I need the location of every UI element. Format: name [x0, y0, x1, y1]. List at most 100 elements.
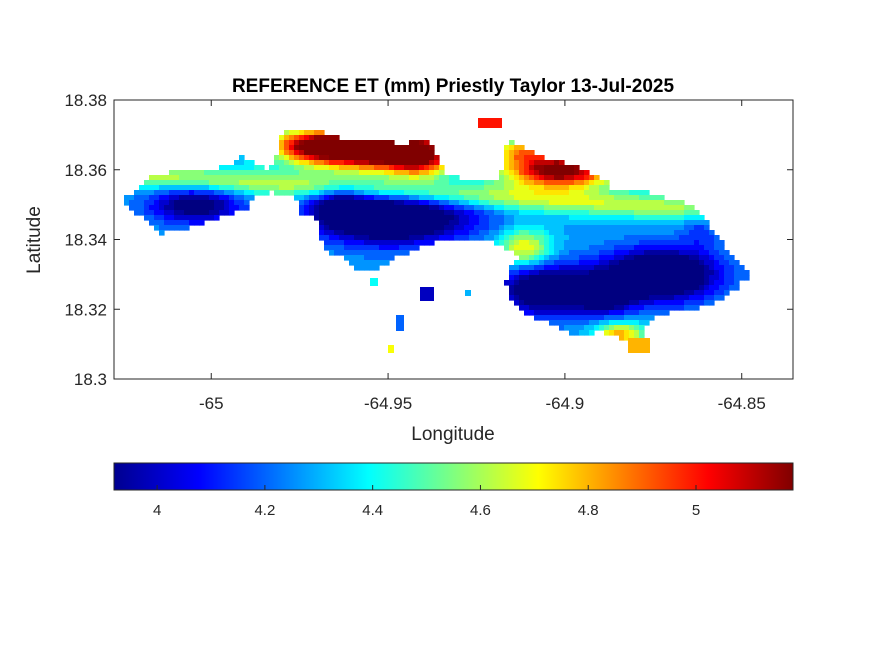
heatmap-cell: [429, 225, 435, 231]
heatmap-cell: [624, 260, 630, 266]
heatmap-cell: [639, 210, 645, 216]
heatmap-cell: [264, 175, 270, 181]
heatmap-cell: [724, 260, 730, 266]
heatmap-cell: [434, 215, 440, 221]
heatmap-cell: [674, 295, 680, 301]
heatmap-cell: [544, 265, 550, 271]
heatmap-cell: [539, 250, 545, 256]
heatmap-cell: [719, 240, 725, 246]
heatmap-cell: [364, 180, 370, 186]
heatmap-cell: [524, 220, 530, 226]
heatmap-cell: [429, 205, 435, 211]
heatmap-cell: [604, 220, 610, 226]
heatmap-cell: [519, 220, 525, 226]
heatmap-cell: [494, 205, 500, 211]
heatmap-cell: [279, 145, 285, 151]
heatmap-cell: [274, 165, 280, 171]
heatmap-cell: [539, 260, 545, 266]
heatmap-cell: [629, 275, 635, 281]
heatmap-cell: [589, 270, 595, 276]
heatmap-cell: [349, 255, 355, 261]
heatmap-cell: [169, 220, 175, 226]
heatmap-cell: [614, 225, 620, 231]
chart-title: REFERENCE ET (mm) Priestly Taylor 13-Jul…: [232, 76, 674, 97]
heatmap-cell: [504, 200, 510, 206]
heatmap-cell: [609, 235, 615, 241]
heatmap-cell: [329, 230, 335, 236]
heatmap-cell: [514, 230, 520, 236]
heatmap-cell: [399, 245, 405, 251]
heatmap-cell: [134, 210, 140, 216]
heatmap-cell: [399, 200, 405, 206]
heatmap-cell: [644, 260, 650, 266]
heatmap-cell: [259, 170, 265, 176]
heatmap-cell: [629, 260, 635, 266]
heatmap-cell: [599, 180, 605, 186]
heatmap-cell: [444, 230, 450, 236]
heatmap-cell: [334, 215, 340, 221]
heatmap-cell: [564, 285, 570, 291]
heatmap-cell: [689, 280, 695, 286]
heatmap-cell: [684, 230, 690, 236]
heatmap-cell: [334, 225, 340, 231]
heatmap-cell: [459, 220, 465, 226]
heatmap-cell: [389, 150, 395, 156]
heatmap-cell: [484, 195, 490, 201]
heatmap-cell: [379, 260, 385, 266]
heatmap-cell: [589, 320, 595, 326]
heatmap-cell: [684, 300, 690, 306]
heatmap-cell: [554, 220, 560, 226]
heatmap-cell: [314, 180, 320, 186]
heatmap-cell: [314, 165, 320, 171]
heatmap-cell: [569, 330, 575, 336]
heatmap-patch: [396, 315, 404, 331]
heatmap-cell: [639, 290, 645, 296]
heatmap-cell: [609, 315, 615, 321]
heatmap-cell: [464, 230, 470, 236]
heatmap-cell: [614, 295, 620, 301]
heatmap-cell: [319, 220, 325, 226]
heatmap-cell: [564, 250, 570, 256]
heatmap-cell: [559, 325, 565, 331]
heatmap-cell: [489, 205, 495, 211]
heatmap-cell: [334, 190, 340, 196]
heatmap-cell: [634, 245, 640, 251]
heatmap-cell: [479, 225, 485, 231]
heatmap-cell: [204, 205, 210, 211]
heatmap-cell: [654, 220, 660, 226]
heatmap-cell: [374, 160, 380, 166]
heatmap-cell: [279, 170, 285, 176]
heatmap-cell: [549, 300, 555, 306]
heatmap-cell: [689, 290, 695, 296]
heatmap-cell: [594, 325, 600, 331]
heatmap-cell: [364, 175, 370, 181]
heatmap-cell: [604, 190, 610, 196]
heatmap-cell: [244, 190, 250, 196]
heatmap-cell: [509, 245, 515, 251]
heatmap-cell: [659, 240, 665, 246]
heatmap-cell: [539, 180, 545, 186]
heatmap-cell: [439, 200, 445, 206]
heatmap-cell: [554, 250, 560, 256]
heatmap-cell: [734, 280, 740, 286]
heatmap-cell: [514, 210, 520, 216]
heatmap-cell: [349, 155, 355, 161]
heatmap-cell: [184, 210, 190, 216]
heatmap-cell: [344, 255, 350, 261]
heatmap-cell: [559, 200, 565, 206]
heatmap-cell: [489, 185, 495, 191]
heatmap-cell: [269, 175, 275, 181]
heatmap-cell: [639, 240, 645, 246]
heatmap-cell: [664, 215, 670, 221]
heatmap-cell: [389, 230, 395, 236]
heatmap-cell: [234, 200, 240, 206]
heatmap-cell: [509, 175, 515, 181]
heatmap-cell: [509, 295, 515, 301]
heatmap-cell: [329, 235, 335, 241]
heatmap-cell: [544, 195, 550, 201]
heatmap-cell: [629, 285, 635, 291]
heatmap-cell: [734, 260, 740, 266]
heatmap-cell: [409, 185, 415, 191]
heatmap-cell: [614, 215, 620, 221]
heatmap-cell: [399, 210, 405, 216]
